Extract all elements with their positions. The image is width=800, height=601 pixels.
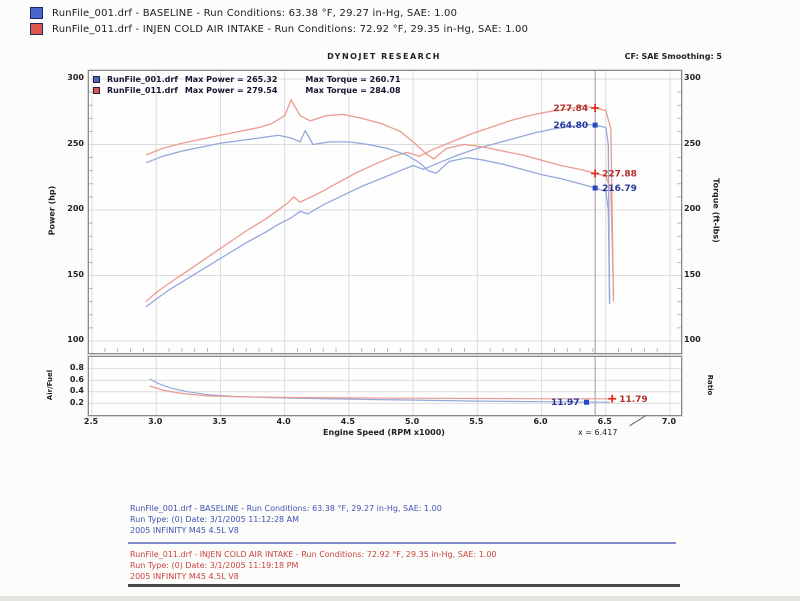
baseline-color-swatch bbox=[30, 7, 43, 19]
injen-color-swatch bbox=[30, 23, 43, 35]
correction-smoothing-label: CF: SAE Smoothing: 5 bbox=[624, 52, 722, 61]
baseline-info-line-1: RunFile_001.drf - BASELINE - Run Conditi… bbox=[130, 504, 442, 513]
footer-bottom-rule bbox=[128, 584, 680, 587]
baseline-torque-curve bbox=[145, 129, 611, 302]
legend-baseline-max-power: Max Power = 265.32 bbox=[184, 75, 278, 84]
cursor-value-label: 227.88 bbox=[602, 169, 637, 179]
cursor-value-label: 277.84 bbox=[553, 104, 588, 114]
legend-row-baseline: RunFile_001.drf Max Power = 265.32 Max T… bbox=[93, 74, 401, 85]
airfuel-axis-tick-label: 0.4 bbox=[69, 386, 84, 396]
dynojet-brand-title: DYNOJET RESEARCH bbox=[327, 52, 441, 61]
legend-baseline-swatch bbox=[93, 76, 100, 83]
power-axis-tick-label: 100 bbox=[67, 335, 84, 344]
baseline-run-conditions: RunFile_001.drf - BASELINE - Run Conditi… bbox=[52, 7, 458, 19]
square-marker-icon bbox=[584, 399, 590, 405]
injen-info-line-3: 2005 INFINITY M45 4.5L V8 bbox=[130, 572, 239, 581]
cursor-x-annotation: x = 6.417 bbox=[578, 428, 618, 437]
cursor-annotation-pointer-line bbox=[629, 414, 647, 427]
injen-airfuel-curve bbox=[149, 385, 614, 400]
cross-marker-icon bbox=[608, 394, 617, 403]
header-run-injen: RunFile_011.drf - INJEN COLD AIR INTAKE … bbox=[30, 23, 528, 35]
cross-marker-icon bbox=[591, 169, 600, 178]
torque-axis-tick-label: 250 bbox=[684, 138, 701, 148]
legend-baseline-file: RunFile_001.drf bbox=[107, 75, 178, 84]
injen-torque-curve bbox=[145, 99, 615, 296]
airfuel-plot: 11.97 11.79 bbox=[88, 356, 682, 416]
injen-run-conditions: RunFile_011.drf - INJEN COLD AIR INTAKE … bbox=[52, 23, 529, 35]
torque-axis-tick-label: 300 bbox=[684, 73, 701, 82]
torque-axis-tick-label: 150 bbox=[684, 269, 701, 279]
baseline-power-curve bbox=[145, 123, 611, 308]
engine-speed-tick-label: 3.0 bbox=[148, 417, 163, 426]
baseline-info-line-3: 2005 INFINITY M45 4.5L V8 bbox=[130, 526, 239, 535]
airfuel-axis-tick-label: 0.2 bbox=[69, 397, 84, 407]
legend-injen-swatch bbox=[93, 87, 100, 94]
airfuel-canvas: 11.97 11.79 bbox=[89, 357, 681, 415]
torque-axis-tick-label: 100 bbox=[684, 335, 701, 344]
injen-run-info-block: RunFile_011.drf - INJEN COLD AIR INTAKE … bbox=[130, 549, 497, 582]
engine-speed-tick-label: 7.0 bbox=[661, 417, 677, 426]
footer-separator-line bbox=[128, 542, 676, 544]
torque-axis-tick-label: 200 bbox=[684, 204, 701, 213]
engine-speed-tick-label: 3.5 bbox=[212, 417, 227, 426]
cursor-value-label: 11.97 bbox=[551, 398, 579, 408]
airfuel-axis-tick-label: 0.6 bbox=[69, 374, 84, 384]
engine-speed-tick-label: 4.5 bbox=[340, 417, 355, 426]
power-axis-tick-label: 200 bbox=[67, 204, 84, 213]
airfuel-axis-tick-label: 0.8 bbox=[69, 363, 84, 373]
cursor-value-label: 264.80 bbox=[553, 121, 588, 131]
baseline-info-line-2: Run Type: (0) Date: 3/1/2005 11:12:28 AM bbox=[130, 515, 300, 524]
engine-speed-tick-label: 2.5 bbox=[83, 417, 99, 426]
power-axis-tick-label: 150 bbox=[67, 269, 84, 279]
injen-info-line-2: Run Type: (0) Date: 3/1/2005 11:19:18 PM bbox=[130, 561, 299, 570]
legend-row-injen: RunFile_011.drf Max Power = 279.54 Max T… bbox=[93, 85, 401, 96]
power-torque-canvas: 277.84 264.80 227.88 216.79 bbox=[89, 71, 681, 353]
legend-baseline-max-torque: Max Torque = 260.71 bbox=[305, 75, 401, 84]
engine-speed-tick-label: 4.0 bbox=[276, 417, 291, 426]
engine-speed-tick-label: 6.0 bbox=[533, 417, 548, 426]
legend-injen-max-torque: Max Torque = 284.08 bbox=[305, 86, 401, 95]
ratio-axis-label: Ratio bbox=[706, 374, 714, 396]
cursor-value-label: 11.79 bbox=[619, 395, 647, 405]
engine-speed-tick-label: 6.5 bbox=[597, 417, 612, 426]
x-axis-title: Engine Speed (RPM x1000) bbox=[323, 428, 445, 437]
square-marker-icon bbox=[592, 185, 598, 191]
square-marker-icon bbox=[592, 122, 598, 128]
power-torque-plot: 277.84 264.80 227.88 216.79 bbox=[88, 70, 682, 354]
legend-injen-file: RunFile_011.drf bbox=[107, 86, 178, 95]
baseline-run-info-block: RunFile_001.drf - BASELINE - Run Conditi… bbox=[130, 503, 442, 536]
power-axis-tick-label: 300 bbox=[67, 73, 84, 82]
engine-speed-tick-label: 5.5 bbox=[469, 417, 484, 426]
engine-speed-tick-label: 5.0 bbox=[405, 417, 420, 426]
cross-marker-icon bbox=[591, 104, 600, 113]
power-axis-tick-label: 250 bbox=[67, 138, 84, 148]
injen-power-curve bbox=[145, 105, 615, 303]
header-run-baseline: RunFile_001.drf - BASELINE - Run Conditi… bbox=[30, 7, 457, 19]
plot-legend: RunFile_001.drf Max Power = 265.32 Max T… bbox=[93, 74, 401, 96]
scan-page-edge bbox=[0, 596, 800, 601]
airfuel-axis-label: Air/Fuel bbox=[46, 369, 54, 401]
legend-injen-max-power: Max Power = 279.54 bbox=[184, 86, 278, 95]
injen-info-line-1: RunFile_011.drf - INJEN COLD AIR INTAKE … bbox=[130, 550, 497, 559]
cursor-value-label: 216.79 bbox=[602, 184, 637, 194]
